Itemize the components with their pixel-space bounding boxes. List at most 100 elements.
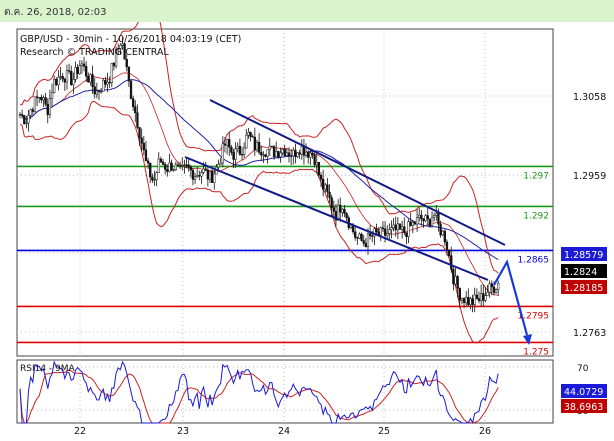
candle-body: [153, 179, 156, 181]
rsi-tag-label: 38.6963: [564, 402, 603, 413]
price-tag-bg: [561, 280, 607, 294]
candle-body: [262, 154, 265, 156]
candle-body: [469, 298, 472, 305]
candle-body: [97, 90, 101, 93]
candle-body: [388, 229, 391, 234]
candle-body: [151, 176, 154, 181]
candle-body: [394, 224, 397, 231]
candle-body: [57, 76, 60, 86]
candle-body: [462, 298, 466, 303]
candle-body: [193, 176, 197, 180]
candle-body: [123, 43, 126, 60]
bollinger-lower: [19, 100, 499, 344]
candle-body: [460, 298, 464, 301]
axis-labels: 1.30581.29591.28621.2763222324252670301.…: [74, 92, 607, 437]
candle-body: [80, 63, 84, 67]
candle-body: [268, 145, 271, 150]
candle-body: [78, 65, 81, 74]
candle-body: [390, 227, 393, 230]
candle-body: [266, 149, 269, 157]
candle-body: [339, 204, 342, 213]
candle-body: [456, 276, 459, 289]
candle-body: [168, 162, 171, 172]
candle-body: [277, 150, 280, 158]
candle-body: [108, 81, 111, 84]
candle-body: [383, 228, 387, 236]
level-label: 1.275: [523, 347, 549, 357]
candle-body: [437, 213, 440, 225]
candle-body: [302, 146, 306, 156]
candle-body: [114, 49, 118, 67]
candle-body: [134, 106, 137, 114]
candle-body: [46, 103, 49, 115]
candle-body: [106, 81, 109, 85]
price-tick-label: 1.3058: [573, 92, 606, 103]
candle-body: [494, 289, 498, 293]
candle-body: [354, 231, 357, 238]
candle-body: [208, 171, 212, 180]
candle-body: [315, 162, 318, 165]
candle-body: [343, 208, 346, 214]
candle-body: [488, 283, 491, 293]
candle-body: [127, 66, 131, 82]
price-tag-bg: [561, 247, 607, 261]
candle-body: [202, 168, 205, 173]
candle-body: [110, 63, 113, 83]
candle-body: [166, 169, 169, 172]
candle-body: [144, 149, 148, 162]
rsi-tag-bg: [561, 399, 607, 413]
candle-body: [319, 174, 323, 180]
candle-body: [311, 152, 314, 156]
price-tick-label: 1.2959: [573, 171, 606, 182]
candle-body: [23, 115, 26, 125]
candle-body: [356, 237, 359, 239]
candle-body: [441, 230, 444, 236]
candlesticks: [18, 37, 500, 313]
candle-body: [63, 78, 66, 83]
candle-body: [418, 214, 421, 218]
date-text: ต.ค. 26, 2018, 02:03: [4, 7, 107, 18]
price-tag-label: 1.28185: [564, 283, 603, 294]
candle-body: [364, 242, 367, 248]
candle-body: [50, 92, 54, 100]
candle-body: [328, 191, 331, 198]
candle-body: [176, 164, 180, 166]
candle-body: [307, 151, 310, 158]
chart-subtitle: Research © TRADING CENTRAL: [20, 47, 169, 58]
candle-body: [161, 161, 165, 165]
candle-body: [279, 152, 282, 158]
candle-body: [257, 141, 261, 153]
candle-body: [422, 218, 425, 222]
price-chart: 1.297 1.292 1.2865 1.2795 1.275 1.3058 1.2959…: [16, 22, 607, 437]
candle-body: [230, 146, 233, 153]
candle-body: [475, 294, 479, 299]
candle-body: [67, 70, 71, 72]
time-tick-label: 24: [278, 426, 290, 437]
candle-body: [159, 158, 163, 163]
candle-body: [18, 114, 22, 116]
level-label: 1.2865: [518, 255, 550, 265]
moving-average: [19, 79, 499, 261]
candle-body: [65, 70, 69, 83]
candle-body: [435, 213, 438, 216]
candle-body: [249, 132, 252, 137]
time-tick-label: 23: [177, 426, 189, 437]
level-label: 1.292: [523, 211, 549, 221]
candle-body: [221, 143, 224, 164]
candle-body: [38, 96, 41, 99]
candle-body: [283, 148, 286, 157]
candle-body: [129, 80, 133, 99]
candle-body: [104, 80, 107, 85]
trend-channel: [184, 99, 532, 345]
candle-body: [371, 235, 374, 237]
candle-body: [91, 74, 94, 87]
candle-body: [138, 127, 141, 139]
candle-body: [467, 296, 470, 305]
candle-body: [492, 286, 496, 293]
candle-body: [146, 160, 150, 164]
candle-body: [142, 142, 145, 151]
candle-body: [260, 152, 263, 156]
price-tag-label: 1.28579: [564, 250, 603, 261]
chart-title: GBP/USD - 30min - 10/26/2018 04:03:19 (C…: [20, 34, 241, 45]
candle-body: [381, 227, 385, 230]
